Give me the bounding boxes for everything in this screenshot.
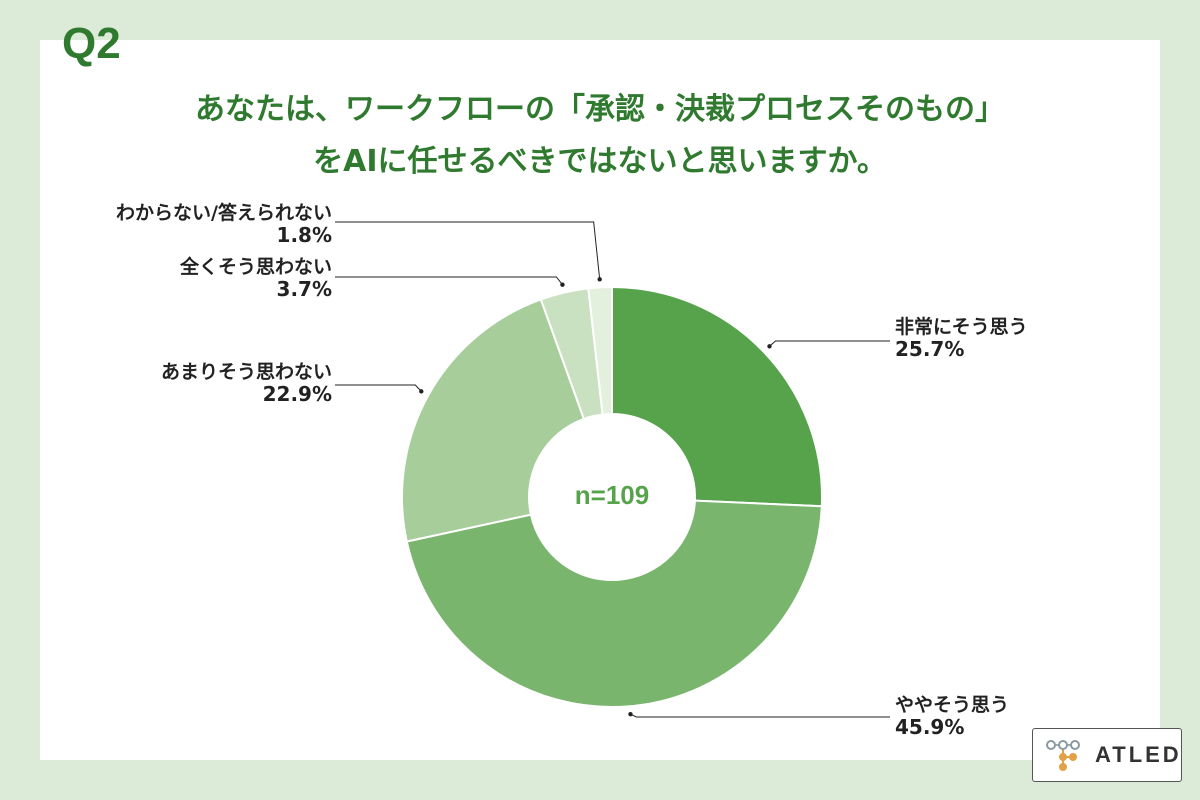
slice-2 [401, 298, 586, 543]
logo-text: ATLED [1095, 742, 1182, 767]
slice-category-2: あまりそう思わない [160, 361, 332, 383]
atled-logo-icon [1046, 740, 1080, 771]
leader-line-1 [630, 713, 890, 718]
slice-4 [587, 285, 613, 416]
question-number: Q2 [62, 19, 121, 68]
leader-dot-4 [597, 277, 602, 282]
slice-category-3: 全くそう思わない [179, 256, 332, 278]
slice-value-1: 45.9% [895, 715, 965, 739]
leader-line-3 [335, 276, 563, 286]
slice-label-2: あまりそう思わない 22.9% [161, 361, 332, 405]
leader-dot-2 [419, 389, 424, 394]
leader-line-4 [335, 221, 601, 280]
slice-category-1: ややそう思う [895, 694, 1010, 716]
slice-label-4: わからない/答えられない 1.8% [116, 202, 332, 246]
leader-line-0 [769, 340, 890, 347]
leader-dot-1 [628, 712, 633, 717]
question-title: あなたは、ワークフローの「承認・決裁プロセスそのもの」 をAIに任せるべきではな… [0, 84, 1200, 188]
slice-label-1: ややそう思う 45.9% [895, 694, 1009, 738]
slice-0 [611, 285, 823, 508]
question-line-2: をAIに任せるべきではないと思いますか。 [313, 144, 887, 179]
slice-category-4: わからない/答えられない [116, 202, 332, 224]
atled-logo: ATLED [1032, 728, 1182, 782]
slice-value-2: 22.9% [262, 382, 332, 406]
leader-dot-0 [767, 344, 772, 349]
slice-category-0: 非常にそう思う [895, 316, 1028, 338]
slice-value-0: 25.7% [895, 337, 965, 361]
leader-dot-3 [560, 282, 565, 287]
slice-value-4: 1.8% [276, 223, 332, 247]
sample-size-label: n=109 [575, 480, 649, 510]
slice-label-0: 非常にそう思う 25.7% [895, 316, 1028, 360]
slice-value-3: 3.7% [276, 277, 332, 301]
leader-line-2 [335, 384, 422, 392]
slice-label-3: 全くそう思わない 3.7% [180, 256, 332, 300]
slice-1 [405, 499, 823, 708]
question-line-1: あなたは、ワークフローの「承認・決裁プロセスそのもの」 [195, 92, 1005, 127]
